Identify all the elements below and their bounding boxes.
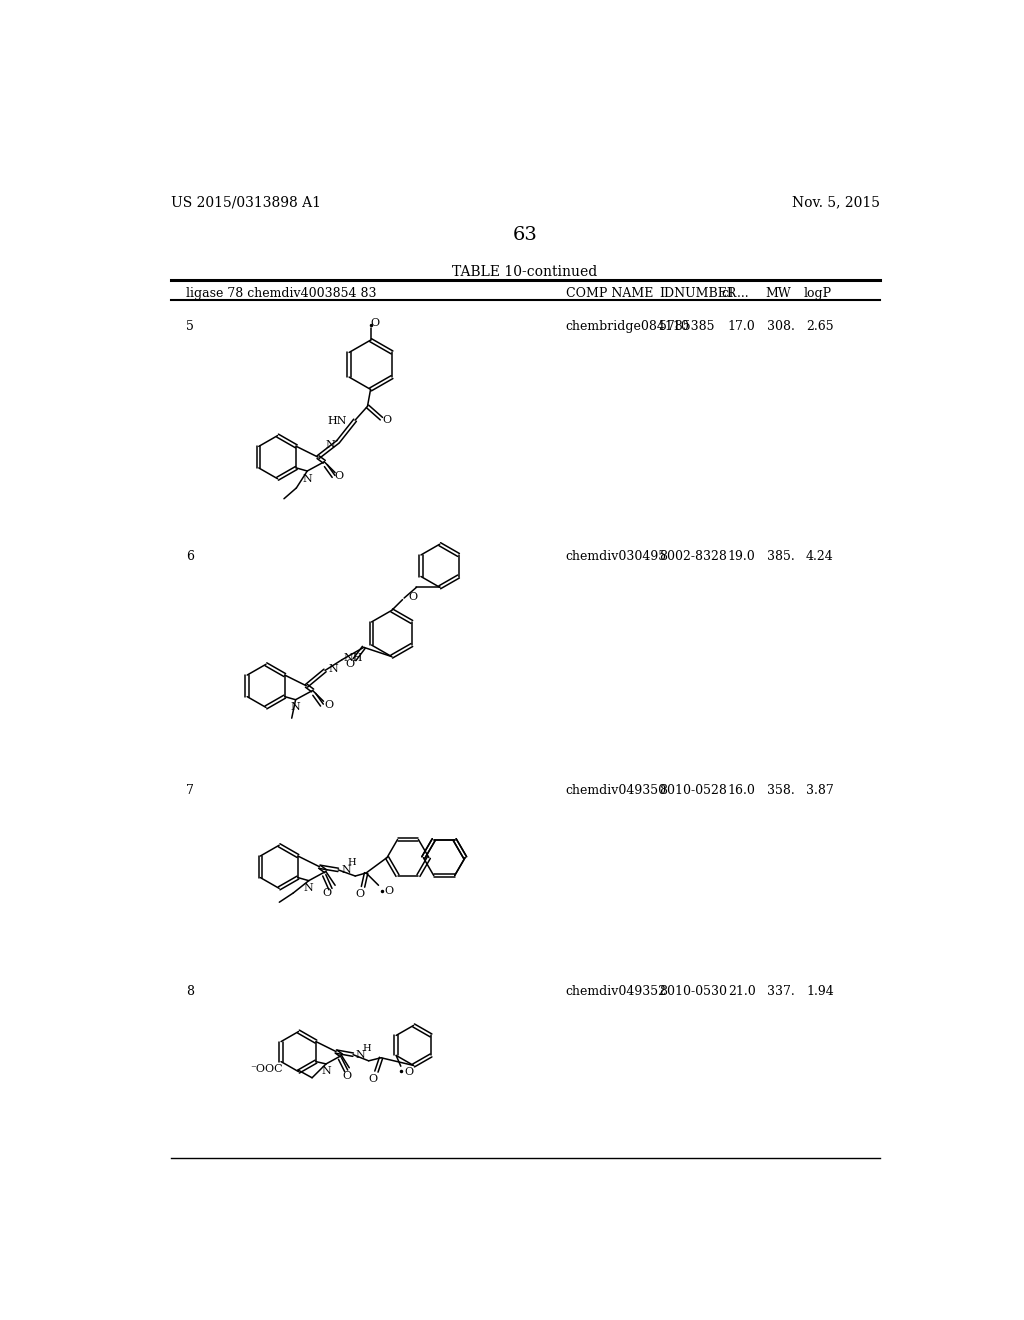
- Text: O: O: [385, 887, 394, 896]
- Text: 16.0: 16.0: [728, 784, 756, 797]
- Text: 308.: 308.: [767, 321, 796, 333]
- Text: MW: MW: [765, 286, 791, 300]
- Text: chemdiv030495: chemdiv030495: [566, 549, 667, 562]
- Text: 3.87: 3.87: [806, 784, 834, 797]
- Text: TABLE 10-continued: TABLE 10-continued: [453, 264, 597, 279]
- Text: 8: 8: [186, 985, 195, 998]
- Text: ⁻OOC: ⁻OOC: [250, 1064, 283, 1073]
- Text: 385.: 385.: [767, 549, 795, 562]
- Text: Nov. 5, 2015: Nov. 5, 2015: [792, 195, 880, 210]
- Text: O: O: [371, 318, 380, 329]
- Text: 5: 5: [186, 321, 194, 333]
- Text: N: N: [328, 664, 338, 675]
- Text: 1.94: 1.94: [806, 985, 834, 998]
- Text: logP: logP: [804, 286, 831, 300]
- Text: NH: NH: [344, 653, 364, 663]
- Text: H: H: [362, 1044, 371, 1053]
- Text: O: O: [409, 591, 418, 602]
- Text: O: O: [345, 659, 354, 669]
- Text: IDNUMBER: IDNUMBER: [658, 286, 736, 300]
- Text: chemdiv049350: chemdiv049350: [566, 784, 667, 797]
- Text: N: N: [355, 1051, 366, 1060]
- Text: COMP NAME: COMP NAME: [566, 286, 653, 300]
- Text: 8002-8328: 8002-8328: [658, 549, 727, 562]
- Text: 4.24: 4.24: [806, 549, 834, 562]
- Text: 5785385: 5785385: [658, 321, 715, 333]
- Text: N: N: [322, 1065, 331, 1076]
- Text: 21.0: 21.0: [728, 985, 756, 998]
- Text: cl ...: cl ...: [722, 286, 749, 300]
- Text: chemdiv049352: chemdiv049352: [566, 985, 667, 998]
- Text: N: N: [302, 474, 312, 483]
- Text: O: O: [382, 416, 391, 425]
- Text: O: O: [335, 471, 344, 482]
- Text: O: O: [403, 1068, 413, 1077]
- Text: ligase 78 chemdiv4003854 83: ligase 78 chemdiv4003854 83: [186, 286, 377, 300]
- Text: 63: 63: [512, 226, 538, 244]
- Text: N: N: [341, 865, 351, 875]
- Text: HN: HN: [328, 416, 347, 426]
- Text: 337.: 337.: [767, 985, 795, 998]
- Text: O: O: [325, 700, 334, 710]
- Text: 19.0: 19.0: [728, 549, 756, 562]
- Text: 8010-0530: 8010-0530: [658, 985, 727, 998]
- Text: 7: 7: [186, 784, 194, 797]
- Text: 358.: 358.: [767, 784, 795, 797]
- Text: 8010-0528: 8010-0528: [658, 784, 727, 797]
- Text: N: N: [304, 883, 313, 894]
- Text: 2.65: 2.65: [806, 321, 834, 333]
- Text: N: N: [326, 440, 335, 450]
- Text: chembridge084110: chembridge084110: [566, 321, 690, 333]
- Text: O: O: [342, 1072, 351, 1081]
- Text: O: O: [368, 1073, 377, 1084]
- Text: 6: 6: [186, 549, 195, 562]
- Text: N: N: [291, 702, 300, 713]
- Text: O: O: [323, 888, 332, 898]
- Text: US 2015/0313898 A1: US 2015/0313898 A1: [171, 195, 321, 210]
- Text: O: O: [355, 888, 365, 899]
- Text: 17.0: 17.0: [728, 321, 756, 333]
- Text: H: H: [347, 858, 356, 867]
